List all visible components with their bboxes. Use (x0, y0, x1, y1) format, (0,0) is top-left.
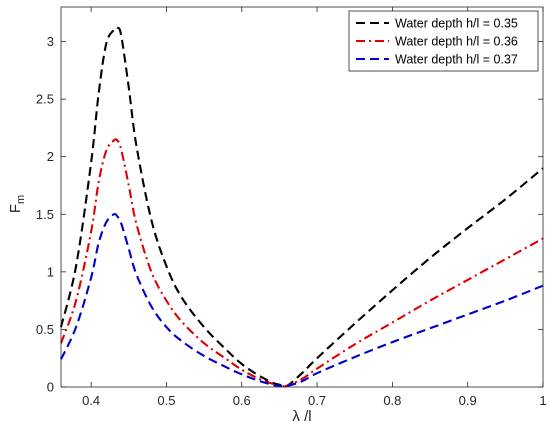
y-axis-ticks: 0 0.5 1 1.5 2 2.5 3 (36, 34, 543, 395)
y-axis-label: Fm (7, 195, 27, 213)
series-line-2 (60, 138, 544, 388)
legend-label-2: Water depth h/l = 0.36 (395, 35, 518, 49)
x-tick-label: 0.4 (82, 393, 100, 408)
y-tick-label: 1.5 (36, 207, 54, 222)
y-axis-label-subscript: m (15, 195, 27, 204)
y-tick-label: 3 (47, 34, 54, 49)
legend-label-3: Water depth h/l = 0.37 (395, 53, 518, 67)
y-tick-label: 1 (47, 264, 54, 279)
x-tick-label: 1 (539, 393, 546, 408)
series-lines (59, 26, 544, 388)
x-tick-label: 0.7 (308, 393, 326, 408)
x-tick-label: 0.5 (157, 393, 175, 408)
plot-frame (60, 6, 544, 388)
series-line-1 (59, 26, 544, 388)
legend-label-1: Water depth h/l = 0.35 (395, 17, 518, 31)
y-tick-label: 0.5 (36, 322, 54, 337)
legend: Water depth h/l = 0.35 Water depth h/l = … (348, 10, 539, 72)
y-axis-label-main: F (7, 204, 24, 213)
y-tick-label: 2 (47, 149, 54, 164)
series-line-3 (60, 212, 544, 388)
y-tick-label: 2.5 (36, 92, 54, 107)
y-tick-label: 0 (47, 380, 54, 395)
x-tick-label: 0.6 (233, 393, 251, 408)
x-tick-label: 0.8 (383, 393, 401, 408)
x-axis-label: λ /l (292, 408, 311, 425)
x-tick-label: 0.9 (459, 393, 477, 408)
x-axis-ticks: 0.4 0.5 0.6 0.7 0.8 0.9 1 (82, 7, 547, 408)
